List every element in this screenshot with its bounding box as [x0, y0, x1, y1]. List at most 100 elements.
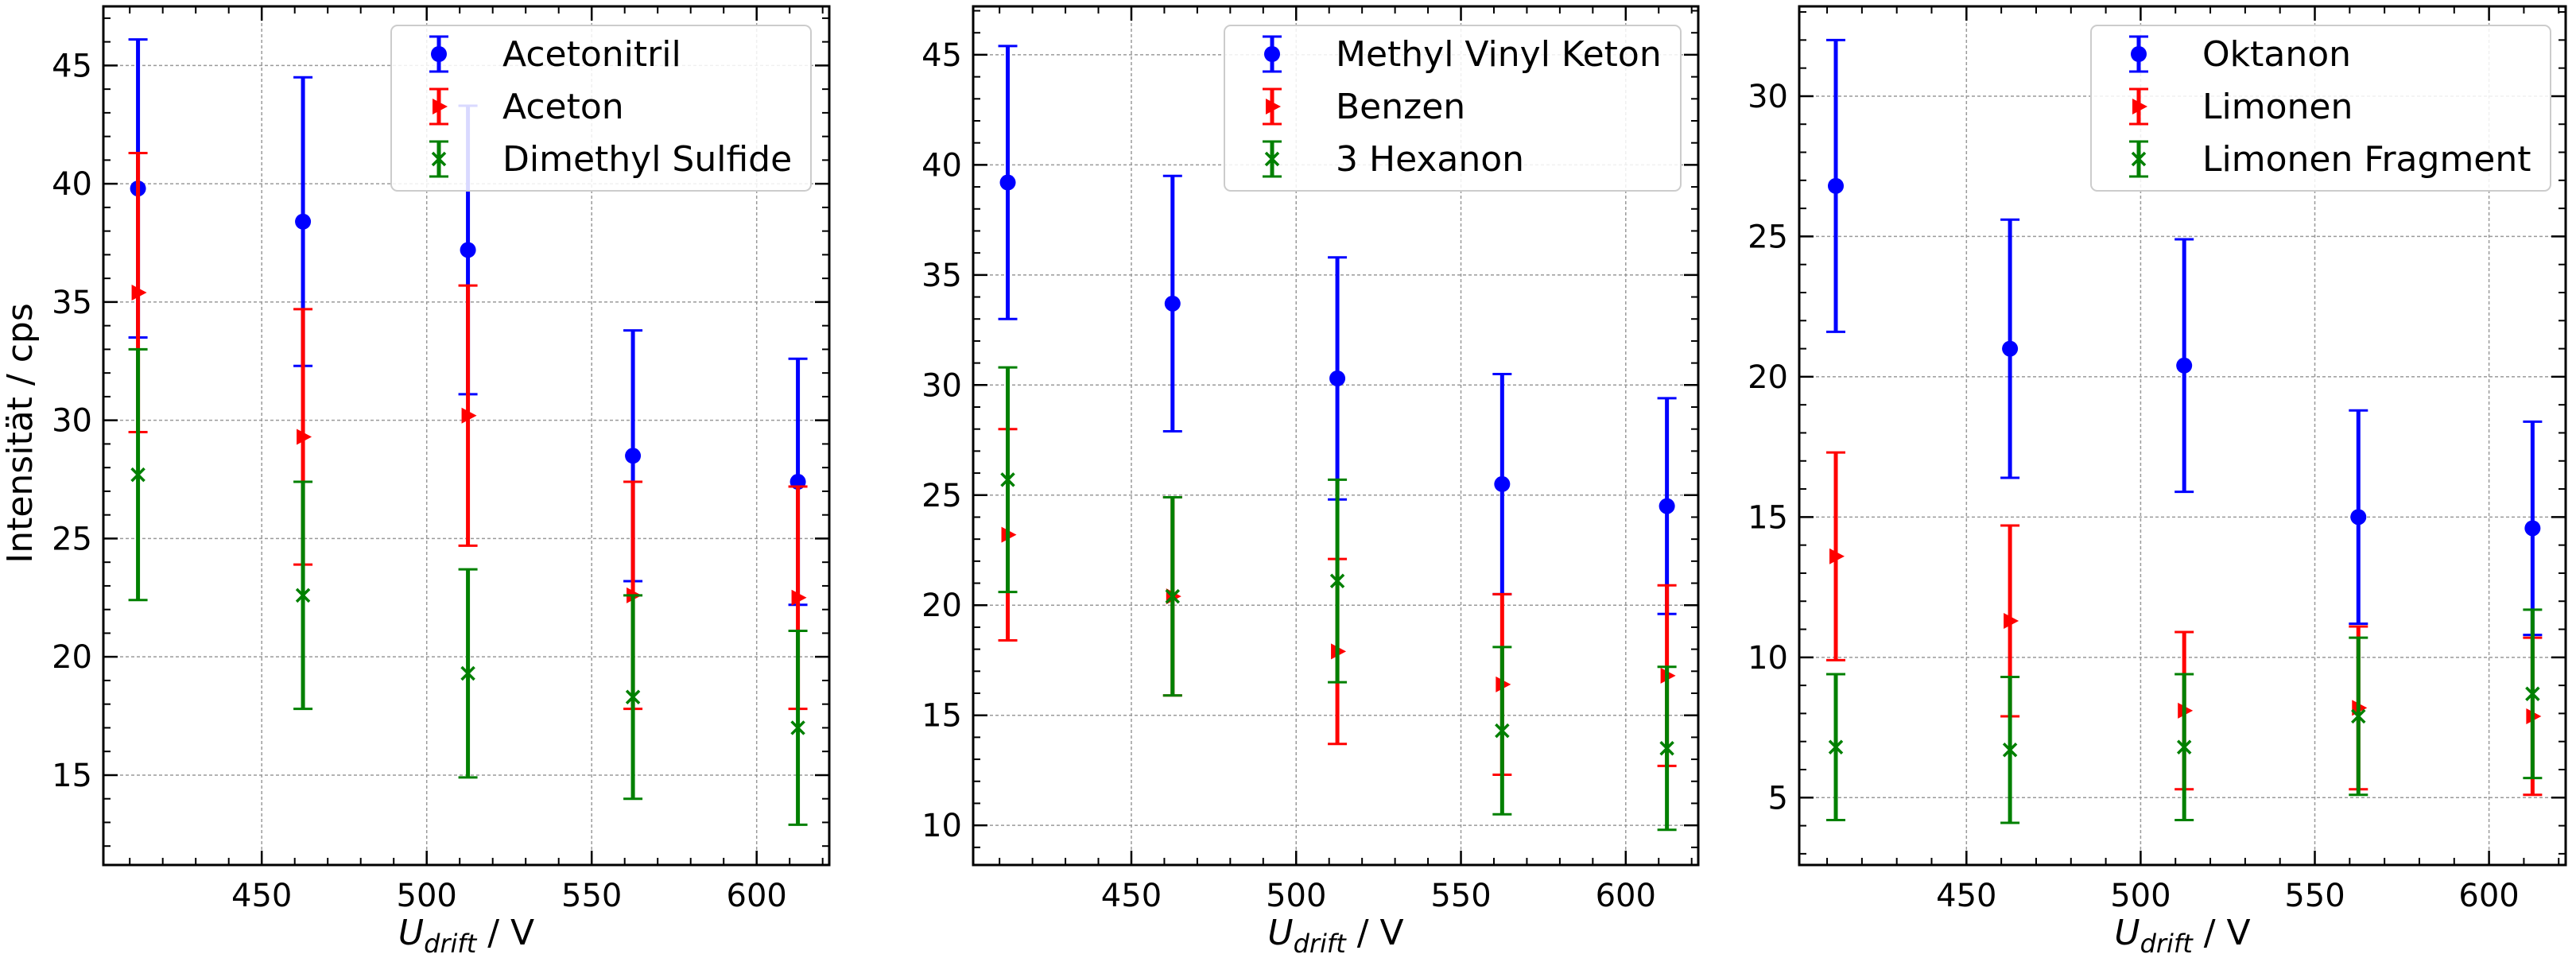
y-tick-label: 35 [52, 285, 92, 321]
circle-marker [2524, 520, 2541, 537]
circle-marker [2131, 46, 2147, 62]
legend-label: 3 Hexanon [1336, 139, 1524, 180]
y-tick-label: 45 [52, 48, 92, 84]
triangle-marker [433, 99, 448, 114]
y-tick-label: 25 [921, 478, 962, 514]
panel-2: 450 500 550 600 10 15 20 25 30 35 40 45 Udrift / V Me… [921, 5, 1700, 958]
y-tick-label: 10 [921, 808, 962, 844]
circle-marker [2176, 357, 2193, 374]
axes-frame [102, 5, 831, 867]
y-tick-label: 30 [921, 367, 962, 404]
y-tick-label: 35 [921, 258, 962, 294]
legend-label: Limonen [2202, 87, 2353, 127]
y-tick-label: 25 [1748, 219, 1788, 255]
x-marker [460, 665, 475, 681]
legend-label: Dimethyl Sulfide [502, 139, 792, 180]
x-tick-label: 450 [231, 878, 292, 914]
panel-3: 450 500 550 600 5 10 15 20 25 30 Udrift / V Oktanon… [1748, 5, 2567, 958]
legend: Methyl Vinyl Keton Benzen 3 Hexanon [1224, 25, 1682, 192]
x-marker [1329, 573, 1345, 589]
y-tick-label: 30 [52, 403, 92, 440]
x-tick-label: 600 [2458, 878, 2519, 914]
x-marker [1000, 472, 1015, 487]
triangle-marker [297, 429, 312, 445]
triangle-marker [131, 285, 147, 301]
circle-marker [1658, 498, 1675, 514]
legend: Acetonitril Aceton Dimethyl Sulfide [390, 25, 812, 192]
x-marker [1165, 588, 1181, 604]
y-tick-label: 20 [52, 639, 92, 676]
y-tick-label: 20 [1748, 359, 1788, 396]
x-axis-label: Udrift / V [398, 913, 534, 958]
x-tick-label: 500 [1266, 878, 1326, 914]
legend-box [390, 25, 812, 192]
legend-label: Limonen Fragment [2202, 139, 2531, 180]
x-tick-label: 600 [727, 878, 787, 914]
circle-marker [1264, 46, 1280, 62]
legend-label: Methyl Vinyl Keton [1336, 34, 1662, 75]
y-tick-label: 20 [921, 588, 962, 624]
x-tick-label: 450 [1936, 878, 1996, 914]
legend-box [2090, 25, 2551, 192]
x-tick-label: 550 [561, 878, 622, 914]
x-tick-label: 550 [1430, 878, 1491, 914]
x-tick-label: 500 [397, 878, 457, 914]
x-marker [1659, 740, 1674, 756]
legend-label: Oktanon [2202, 34, 2351, 75]
x-marker [1828, 739, 1844, 755]
y-tick-label: 40 [921, 147, 962, 184]
axes-frame [1798, 5, 2567, 867]
legend-box [1224, 25, 1682, 192]
series-1 [1826, 38, 2543, 637]
y-tick-label: 5 [1768, 780, 1788, 816]
x-marker [2176, 739, 2192, 755]
x-marker [130, 467, 145, 483]
series-3 [1826, 608, 2543, 824]
circle-marker [999, 174, 1016, 191]
x-tick-label: 550 [2284, 878, 2345, 914]
circle-marker [1329, 370, 1346, 386]
y-axis-label: Intensität / cps [0, 303, 41, 564]
circle-marker [625, 448, 642, 464]
x-axis-label: Udrift / V [2114, 913, 2250, 958]
x-tick-label: 500 [2110, 878, 2171, 914]
y-tick-label: 40 [52, 166, 92, 203]
x-marker [295, 588, 311, 603]
triangle-marker [1266, 99, 1281, 114]
panel-1: 450 500 550 600 15 20 25 30 35 40 45 Udrift / V Acet… [52, 5, 831, 958]
series-3 [998, 366, 1677, 832]
axes-frame [972, 5, 1700, 867]
circle-marker [1828, 177, 1845, 194]
triangle-marker [461, 407, 477, 424]
panels: 450 500 550 600 15 20 25 30 35 40 45 Udrift / V Acet… [52, 5, 2567, 958]
circle-marker [2002, 340, 2019, 357]
x-marker [790, 720, 805, 735]
x-marker [2002, 743, 2018, 758]
x-marker [1495, 723, 1510, 739]
legend-label: Acetonitril [502, 34, 681, 75]
legend: Oktanon Limonen Limonen Fragment [2090, 25, 2551, 192]
circle-marker [460, 242, 476, 258]
y-tick-label: 10 [1748, 640, 1788, 677]
y-tick-label: 15 [1748, 499, 1788, 536]
triangle-marker [791, 589, 807, 606]
y-tick-label: 30 [1748, 79, 1788, 115]
x-marker [2351, 708, 2366, 724]
x-marker [2131, 151, 2147, 167]
x-marker [625, 689, 641, 704]
legend-label: Aceton [502, 87, 624, 127]
legend-label: Benzen [1336, 87, 1465, 127]
triangle-marker [2132, 99, 2147, 114]
circle-marker [1164, 295, 1181, 312]
x-axis-label: Udrift / V [1267, 913, 1403, 958]
x-tick-label: 450 [1101, 878, 1162, 914]
triangle-marker [1829, 548, 1845, 564]
x-tick-label: 600 [1596, 878, 1656, 914]
circle-marker [295, 213, 312, 230]
circle-marker [431, 46, 447, 62]
circle-marker [1494, 475, 1511, 492]
x-marker [2525, 686, 2540, 701]
y-tick-label: 45 [921, 37, 962, 74]
x-marker [1264, 151, 1280, 167]
